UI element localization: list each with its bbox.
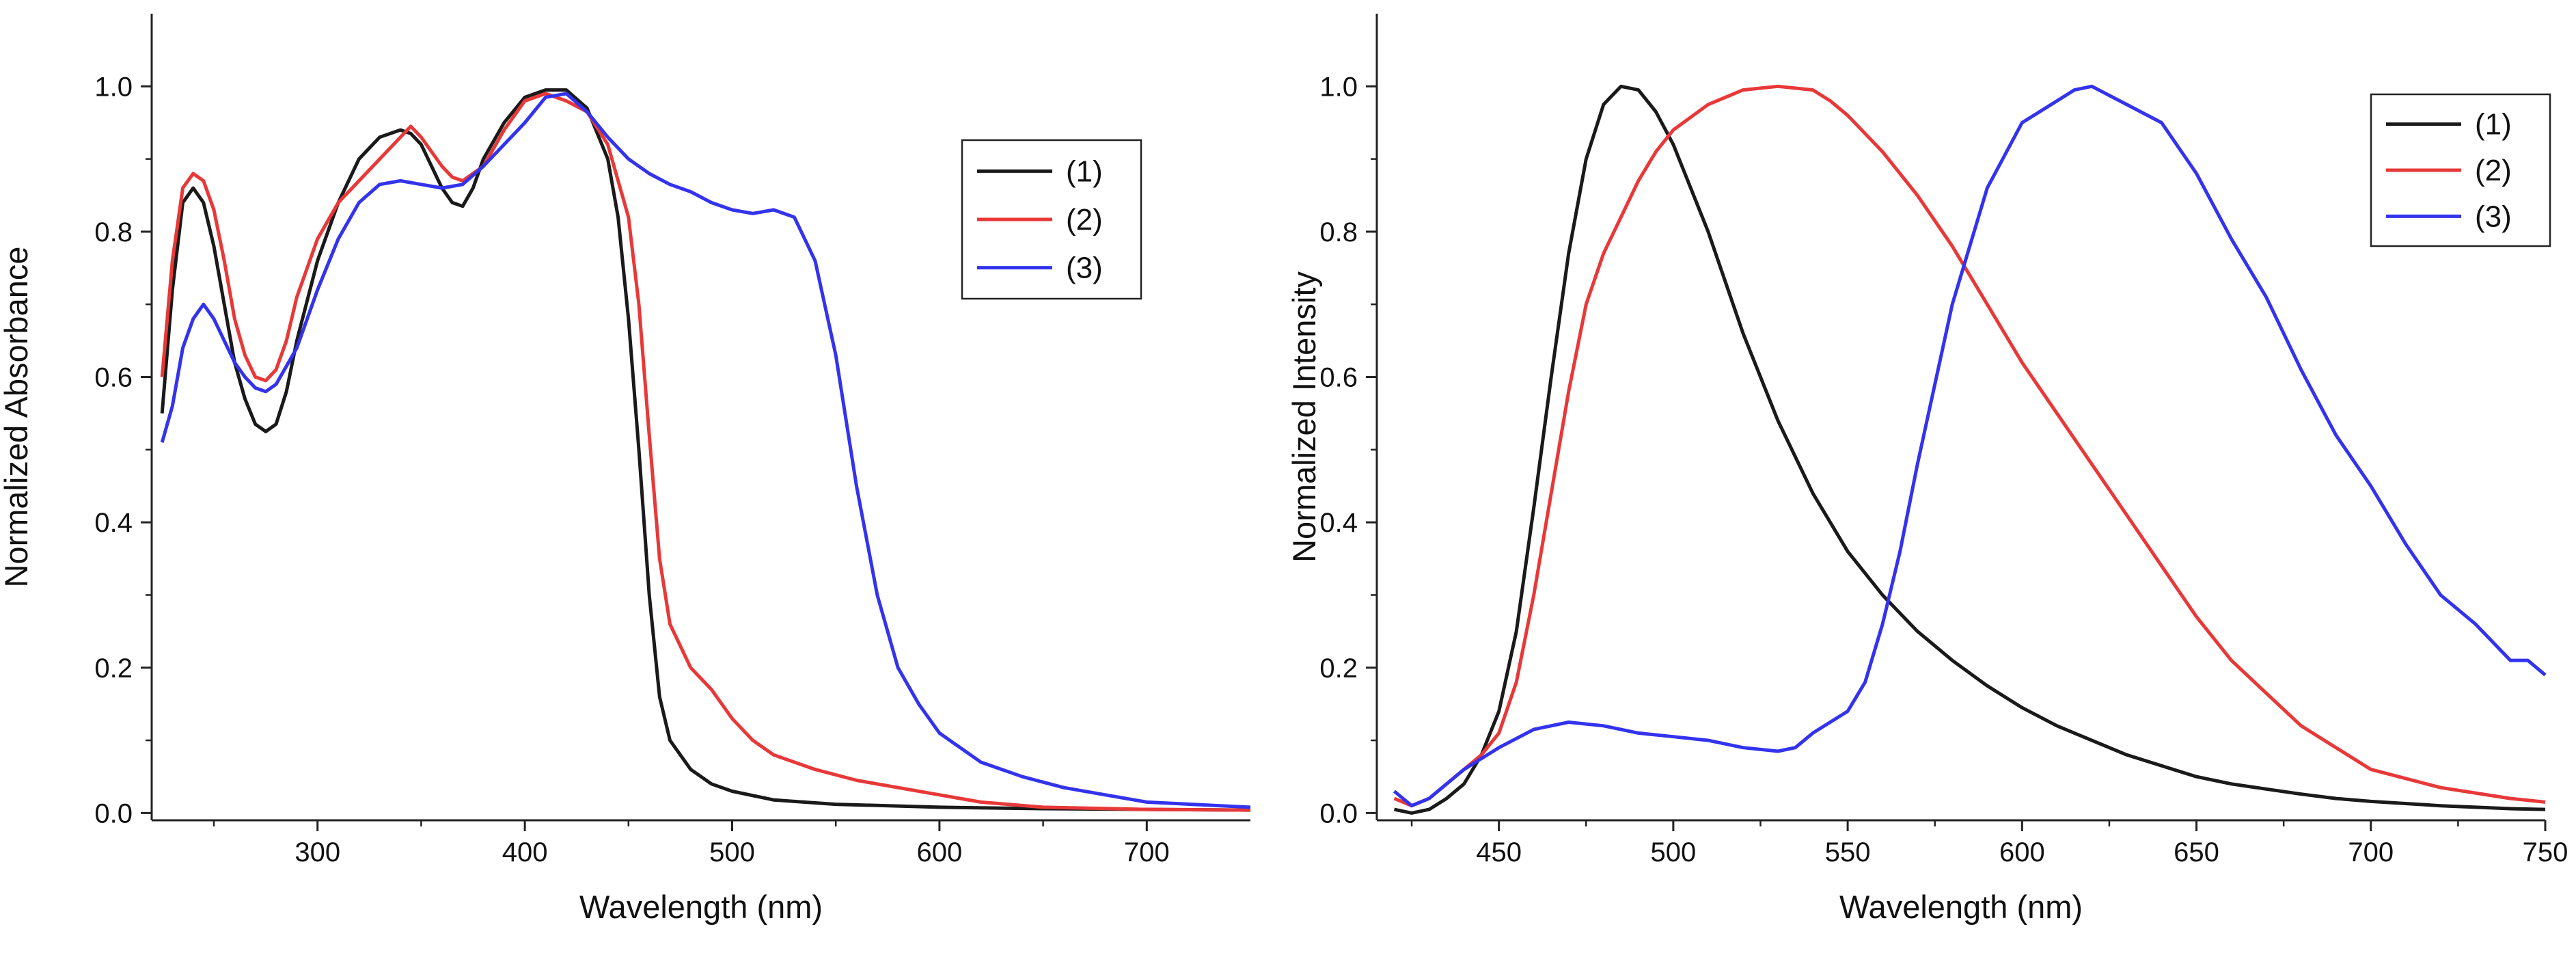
x-tick-label: 750	[2523, 837, 2568, 867]
x-tick-label: 600	[917, 837, 963, 867]
y-tick-label: 0.0	[94, 798, 133, 828]
x-tick-label: 650	[2174, 837, 2219, 867]
series-line-2	[1393, 84, 2546, 808]
legend-label-3: (3)	[1066, 252, 1103, 285]
x-tick-label: 550	[1825, 837, 1871, 867]
y-tick-label: 0.6	[1319, 363, 1358, 393]
emission-chart: 450 500 550 600 650 700 750 0.0 0.2 0.4 0.6 0.8 1.0 W…	[1286, 14, 2568, 925]
series-line-1	[1393, 84, 2546, 815]
y-axis-label: Normalized Intensity	[1286, 271, 1322, 563]
x-axis-label: Wavelength (nm)	[579, 889, 823, 925]
series-line-1	[160, 88, 1251, 812]
series-line-3	[160, 92, 1251, 809]
y-tick-label: 1.0	[94, 72, 133, 102]
legend-label-2: (2)	[1066, 203, 1103, 237]
x-tick-label: 450	[1476, 837, 1522, 867]
legend: (1) (2) (3)	[961, 139, 1142, 300]
y-tick-label: 0.0	[1319, 798, 1358, 828]
legend-label-1: (1)	[2475, 108, 2512, 141]
x-tick-label: 600	[1999, 837, 2045, 867]
y-tick-label: 0.4	[1319, 508, 1358, 538]
y-tick-label: 0.2	[1319, 653, 1358, 684]
absorbance-chart: 300 400 500 600 700 0.0 0.2 0.4 0.6 0.8 1.0 Wavelen…	[0, 14, 1251, 925]
x-tick-label: 500	[1651, 837, 1697, 867]
x-tick-label: 400	[502, 837, 548, 867]
y-axis-label: Normalized Absorbance	[0, 247, 34, 588]
y-tick-label: 0.4	[94, 508, 133, 538]
legend: (1) (2) (3)	[2370, 93, 2551, 247]
x-axis-label: Wavelength (nm)	[1839, 889, 2083, 925]
x-tick-label: 300	[294, 837, 340, 867]
legend-label-2: (2)	[2475, 154, 2512, 187]
x-tick-label: 700	[2348, 837, 2394, 867]
y-tick-label: 0.6	[94, 363, 133, 393]
y-tick-label: 0.2	[94, 653, 133, 684]
legend-label-1: (1)	[1066, 154, 1103, 188]
x-tick-label: 500	[709, 837, 755, 867]
legend-label-3: (3)	[2475, 200, 2512, 233]
x-tick-label: 700	[1124, 837, 1170, 867]
series-line-3	[1393, 84, 2547, 808]
y-tick-label: 1.0	[1319, 72, 1358, 102]
y-tick-label: 0.8	[1319, 217, 1358, 247]
y-tick-label: 0.8	[94, 217, 133, 247]
